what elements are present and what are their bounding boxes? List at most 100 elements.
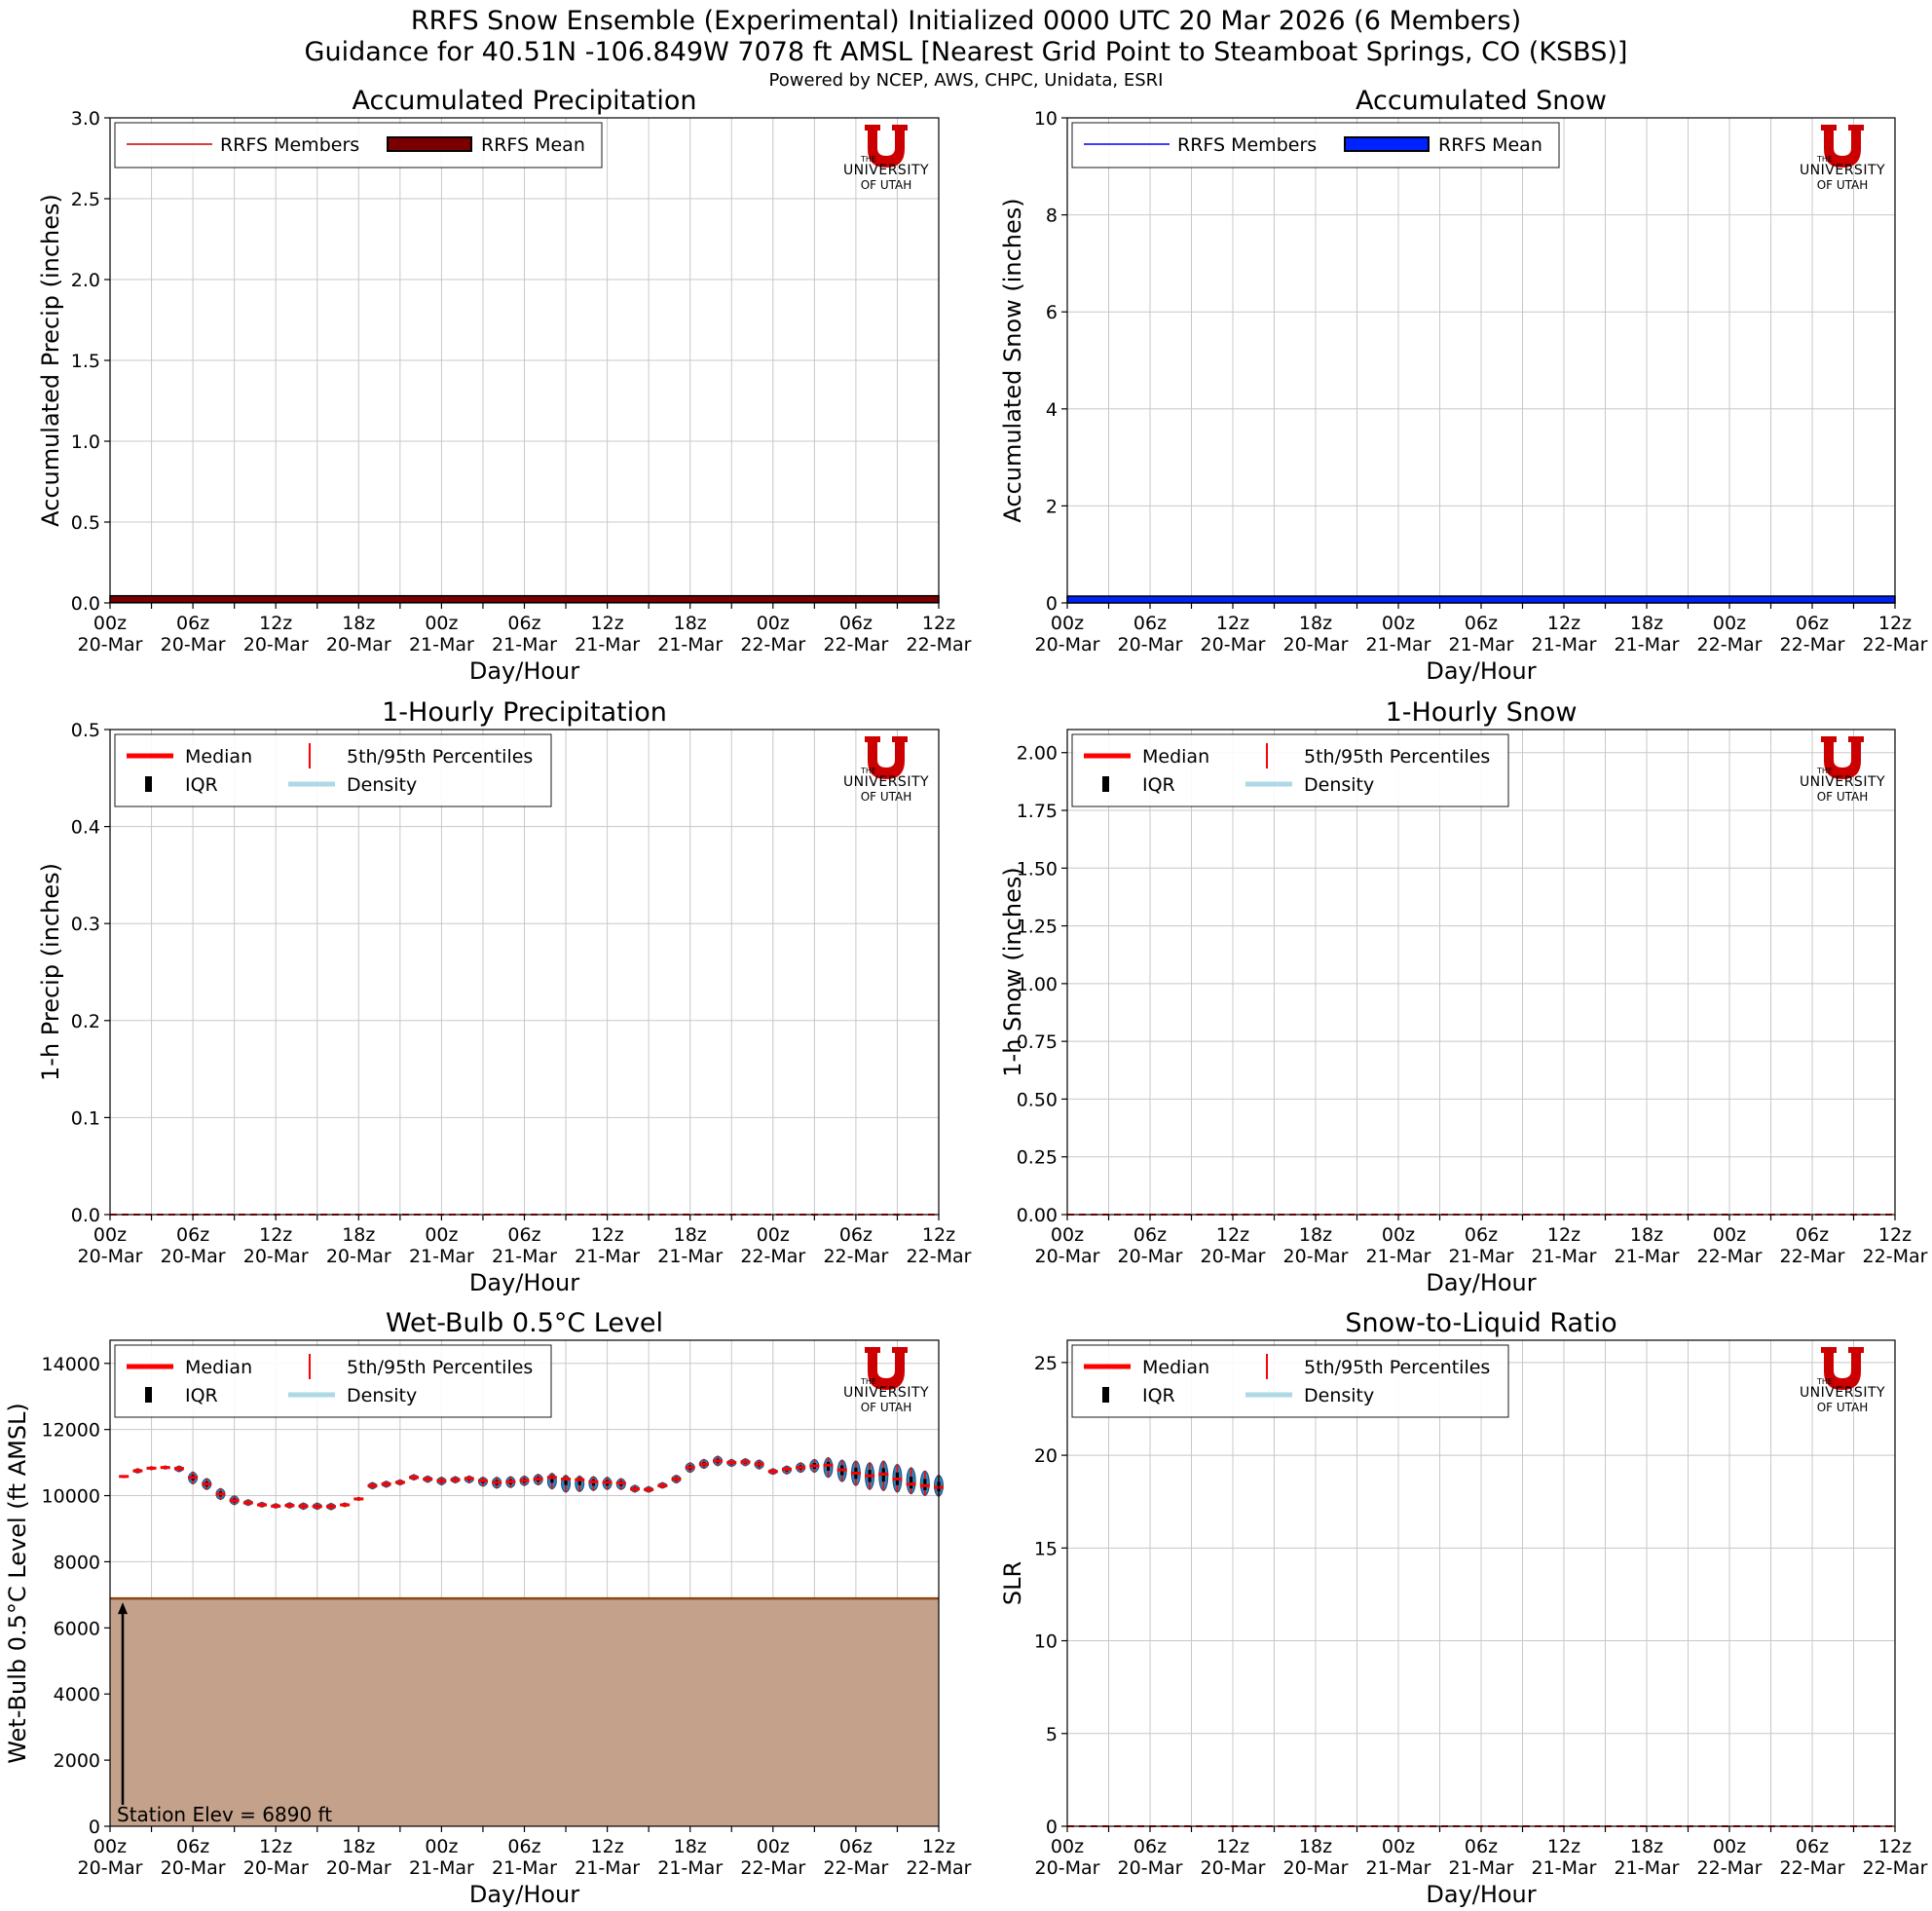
x-tick-label-hour: 18z (1299, 1836, 1332, 1857)
y-axis-label: 1-h Snow (inches) (999, 867, 1026, 1076)
violin-point (215, 1487, 226, 1501)
violin-point (229, 1495, 240, 1506)
grid-lines (110, 729, 939, 1215)
y-tick-label: 4 (1046, 399, 1058, 421)
y-tick-label: 0.0 (71, 593, 100, 615)
violin-point (146, 1466, 157, 1471)
x-tick-label-hour: 12z (922, 1224, 955, 1246)
x-tick-label-date: 21-Mar (1366, 1246, 1431, 1267)
violin-point (796, 1462, 806, 1474)
x-tick-label-hour: 12z (259, 613, 292, 634)
logo-university: UNIVERSITY (843, 1385, 929, 1401)
x-axis: 00z20-Mar06z20-Mar12z20-Mar18z20-Mar00z2… (78, 1215, 972, 1267)
violin-point (492, 1477, 502, 1489)
violin-point (450, 1476, 461, 1484)
utah-u-mark-icon (865, 1347, 908, 1390)
x-tick-label-date: 20-Mar (326, 1857, 391, 1879)
x-tick-label-date: 20-Mar (1201, 634, 1266, 656)
x-tick-label-hour: 18z (674, 1224, 707, 1246)
violin-point (878, 1460, 889, 1491)
violin-point (906, 1467, 916, 1495)
x-tick-label-date: 21-Mar (1449, 1857, 1514, 1879)
x-tick-label-date: 20-Mar (78, 1246, 143, 1267)
logo-of-utah: OF UTAH (861, 790, 912, 804)
x-tick-label-date: 21-Mar (1615, 1857, 1680, 1879)
violin-point (809, 1458, 820, 1474)
x-tick-label-date: 21-Mar (1366, 1857, 1431, 1879)
logo-the: THE (1816, 767, 1833, 775)
y-tick-label: 0.1 (71, 1107, 100, 1129)
legend-label: Density (347, 1385, 417, 1406)
violin-point (850, 1460, 861, 1486)
x-tick-label-date: 21-Mar (1449, 634, 1514, 656)
legend-swatch-iqr (145, 1387, 152, 1403)
y-tick-label: 3.0 (71, 108, 100, 130)
y-tick-label: 20 (1034, 1445, 1058, 1467)
x-tick-label-date: 21-Mar (575, 634, 640, 656)
violin-point (629, 1484, 640, 1493)
x-tick-label-date: 21-Mar (492, 634, 557, 656)
x-tick-label-hour: 18z (1299, 1224, 1332, 1246)
violin-point (685, 1462, 695, 1474)
violin-point (271, 1503, 281, 1509)
x-tick-label-hour: 06z (1133, 1224, 1167, 1246)
y-tick-label: 10 (1034, 1631, 1058, 1653)
legend-box (1071, 1344, 1509, 1418)
x-tick-label-date: 21-Mar (492, 1246, 557, 1267)
violin-point (312, 1502, 322, 1511)
legend-item: IQR (1102, 774, 1175, 796)
violin-point (865, 1462, 875, 1490)
y-tick-label: 0 (1046, 593, 1058, 615)
logo-the: THE (860, 767, 876, 775)
violin-point (561, 1474, 572, 1493)
y-tick-label: 1.0 (71, 431, 100, 453)
utah-u-mark-icon (865, 736, 908, 779)
y-axis: 0.0 0.1 0.2 0.3 0.4 0.5 (71, 720, 110, 1226)
mean-line (1066, 595, 1896, 604)
legend-item: IQR (145, 1385, 218, 1406)
x-tick-label-date: 21-Mar (657, 634, 723, 656)
y-tick-label: 1.75 (1017, 801, 1058, 822)
x-tick-label-date: 20-Mar (243, 634, 309, 656)
x-tick-label-date: 20-Mar (1118, 1857, 1183, 1879)
legend-box (1071, 122, 1560, 169)
y-tick-label: 1.5 (71, 351, 100, 372)
x-tick-label-hour: 00z (1713, 613, 1746, 634)
legend-label: 5th/95th Percentiles (1304, 1357, 1490, 1378)
legend-item: 5th/95th Percentiles (309, 1354, 533, 1379)
violin-point (519, 1475, 530, 1486)
legend-box (114, 733, 552, 807)
x-tick-label-hour: 12z (591, 1224, 624, 1246)
station-elev-label: Station Elev = 6890 ft (117, 1803, 332, 1826)
x-tick-label-hour: 06z (1465, 1836, 1498, 1857)
x-tick-label-hour: 00z (93, 613, 127, 634)
figure-credits: Powered by NCEP, AWS, CHPC, Unidata, ESR… (768, 70, 1164, 91)
x-tick-label-date: 21-Mar (575, 1857, 640, 1879)
x-tick-label-hour: 00z (757, 1836, 790, 1857)
y-tick-label: 0.2 (71, 1011, 100, 1032)
x-tick-label-date: 22-Mar (1697, 1857, 1763, 1879)
x-axis: 00z20-Mar06z20-Mar12z20-Mar18z20-Mar00z2… (1035, 1215, 1928, 1267)
y-tick-label: 8 (1046, 206, 1058, 227)
violin-point (823, 1456, 834, 1479)
x-tick-label-date: 20-Mar (161, 634, 226, 656)
x-tick-label-date: 22-Mar (1863, 1246, 1928, 1267)
x-tick-label-date: 21-Mar (1615, 1246, 1680, 1267)
mean-line (109, 594, 940, 604)
legend-label: Median (1142, 1357, 1209, 1378)
x-tick-label-hour: 18z (342, 1836, 375, 1857)
panel-acc-snow: 024681000z20-Mar06z20-Mar12z20-Mar18z20-… (999, 86, 1928, 685)
x-tick-label-date: 21-Mar (1532, 634, 1597, 656)
x-tick-label-date: 20-Mar (1283, 634, 1349, 656)
legend-label: IQR (185, 1385, 218, 1406)
legend-label: RRFS Mean (1438, 134, 1542, 156)
x-tick-label-date: 20-Mar (1283, 1857, 1349, 1879)
legend-item: Density (1245, 1385, 1374, 1406)
x-tick-label-date: 22-Mar (740, 1857, 805, 1879)
x-tick-label-date: 20-Mar (326, 634, 391, 656)
terrain-fill (110, 1598, 939, 1826)
violin-point (919, 1470, 930, 1497)
legend-item: RRFS Mean (1344, 134, 1542, 156)
y-tick-label: 0.3 (71, 914, 100, 935)
x-tick-label-date: 22-Mar (1780, 1857, 1845, 1879)
